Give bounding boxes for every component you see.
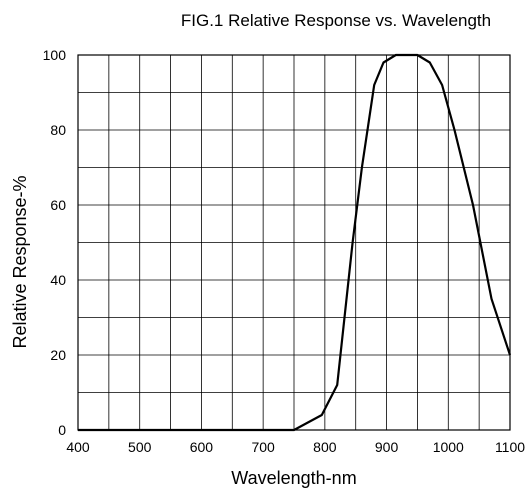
x-tick-label: 1000 [433, 439, 464, 455]
x-tick-label: 700 [251, 439, 275, 455]
chart-title: FIG.1 Relative Response vs. Wavelength [181, 11, 491, 30]
y-tick-label: 60 [50, 197, 66, 213]
series-line [78, 53, 512, 432]
x-tick-label: 800 [313, 439, 337, 455]
y-tick-label: 0 [58, 422, 66, 438]
x-tick-label: 500 [128, 439, 152, 455]
x-tick-label: 400 [66, 439, 90, 455]
x-tick-label: 900 [375, 439, 399, 455]
x-tick-label: 600 [190, 439, 214, 455]
y-tick-label: 100 [43, 47, 67, 63]
y-tick-label: 40 [50, 272, 66, 288]
y-tick-labels: 0 20 40 60 80 100 [43, 47, 67, 438]
y-tick-label: 80 [50, 122, 66, 138]
y-tick-label: 20 [50, 347, 66, 363]
grid [78, 55, 510, 430]
y-axis-label: Relative Response-% [10, 175, 30, 348]
x-axis-label: Wavelength-nm [231, 468, 356, 488]
x-tick-labels: 400 500 600 700 800 900 1000 1100 [66, 439, 525, 455]
x-tick-label: 1100 [495, 439, 525, 455]
